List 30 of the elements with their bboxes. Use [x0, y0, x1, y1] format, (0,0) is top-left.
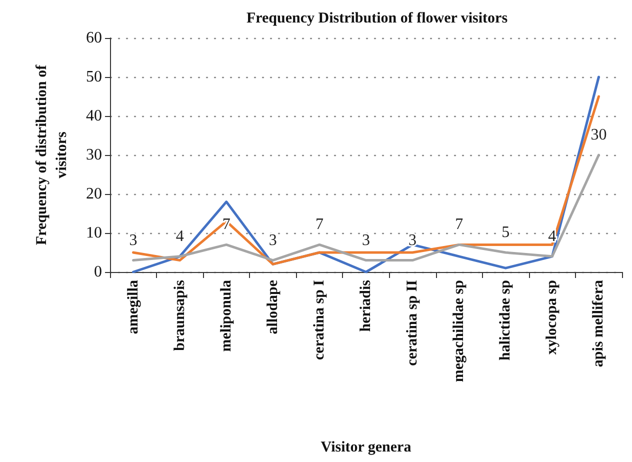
data-label: 3: [362, 232, 370, 249]
x-tick-label: xylocopa sp: [544, 280, 560, 355]
y-tick-label: 10: [86, 224, 102, 242]
y-tick-label: 20: [86, 186, 102, 202]
x-tick-label: apis mellifera: [590, 280, 607, 368]
y-tick-label: 50: [86, 68, 102, 86]
x-axis-title: Visitor genera: [320, 440, 412, 456]
y-tick-label: 60: [86, 30, 102, 46]
data-label: 3: [268, 232, 277, 249]
x-tick-label: megachilidae sp: [451, 280, 468, 382]
x-tick-label: amegilla: [125, 280, 142, 334]
x-tick-label: ceratina sp I: [311, 280, 328, 360]
y-tick-label: 40: [86, 108, 102, 124]
data-label: 7: [315, 216, 324, 234]
x-tick-label: halictidae sp: [498, 280, 514, 360]
y-tick-label: 0: [94, 264, 102, 280]
data-label: 3: [129, 232, 138, 249]
y-tick-label: 30: [86, 146, 102, 164]
x-tick-label: heriadis: [358, 280, 374, 332]
data-label: 4: [176, 228, 184, 245]
chart-title: Frequency Distribution of flower visitors: [246, 10, 508, 26]
data-label: 5: [502, 224, 510, 241]
data-label: 7: [455, 216, 464, 234]
y-axis-title: Frequency of distribution of visitors: [34, 64, 70, 246]
line-series: [132, 154, 600, 262]
x-tick-label: braunsapis: [172, 280, 188, 351]
x-tick-label: ceratina sp II: [404, 280, 421, 366]
data-label: 30: [590, 126, 607, 144]
x-tick-label: allodape: [264, 280, 281, 334]
x-tick-label: meliponula: [218, 280, 234, 352]
